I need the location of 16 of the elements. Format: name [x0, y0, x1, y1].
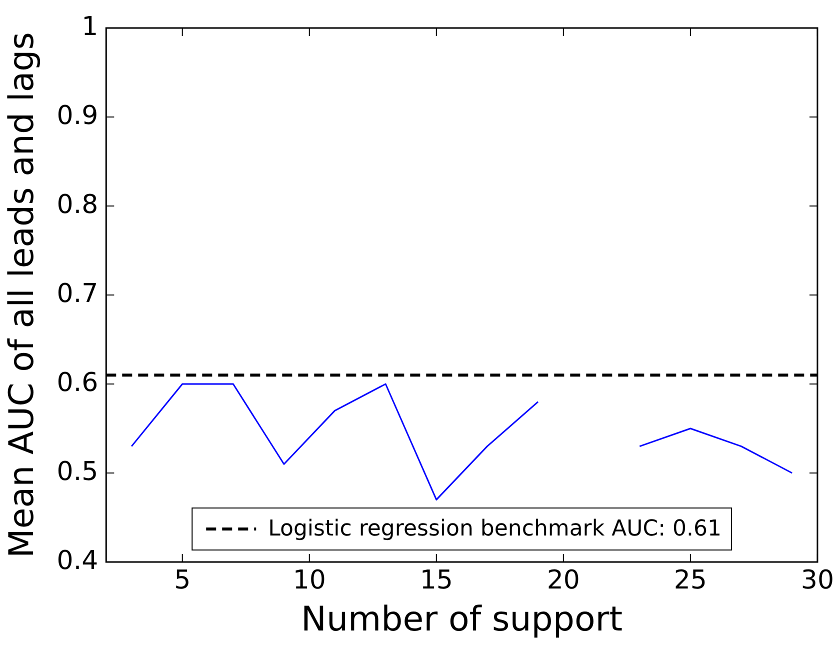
x-axis-title: Number of support	[301, 599, 623, 640]
y-tick-label: 0.9	[56, 100, 98, 131]
y-tick-label: 0.7	[56, 278, 98, 309]
x-tick-label: 15	[420, 565, 453, 596]
x-tick-label: 30	[800, 565, 834, 596]
x-tick-label: 25	[674, 565, 707, 596]
y-tick-label: 0.8	[56, 190, 98, 220]
y-tick-label: 0.5	[56, 456, 98, 487]
legend-label: Logistic regression benchmark AUC: 0.61	[268, 516, 722, 542]
y-axis-title: Mean AUC of all leads and lags	[2, 32, 42, 558]
x-tick-label: 20	[546, 565, 580, 596]
x-tick-label: 5	[174, 565, 191, 596]
y-tick-label: 0.6	[56, 368, 98, 398]
x-tick-label: 10	[292, 565, 326, 596]
y-tick-label: 0.4	[56, 546, 98, 576]
y-tick-label: 1	[82, 12, 98, 42]
